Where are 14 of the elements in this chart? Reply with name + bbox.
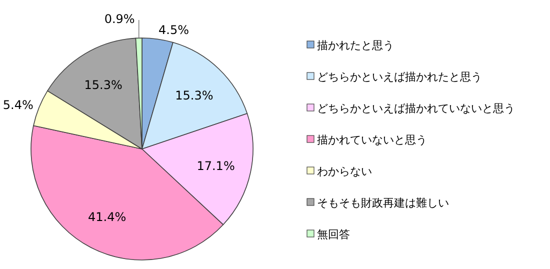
legend-label: 描かれたと思う: [317, 39, 394, 52]
data-label: 15.3%: [175, 88, 214, 103]
legend-label: どちらかといえば描かれていないと思う: [317, 102, 515, 115]
data-label: 15.3%: [84, 78, 122, 92]
legend-label: どちらかといえば描かれたと思う: [317, 70, 482, 84]
data-label: 17.1%: [196, 158, 235, 173]
legend-label: 無回答: [317, 228, 350, 241]
legend-label: 描かれていないと思う: [317, 134, 427, 146]
data-label: 0.9%: [104, 12, 135, 26]
data-label: 4.5%: [158, 23, 189, 38]
legend-label: わからない: [317, 165, 372, 178]
data-label: 41.4%: [88, 210, 126, 224]
legend-label: そもそも財政再建は難しい: [317, 196, 449, 210]
data-label: 5.4%: [2, 98, 34, 112]
